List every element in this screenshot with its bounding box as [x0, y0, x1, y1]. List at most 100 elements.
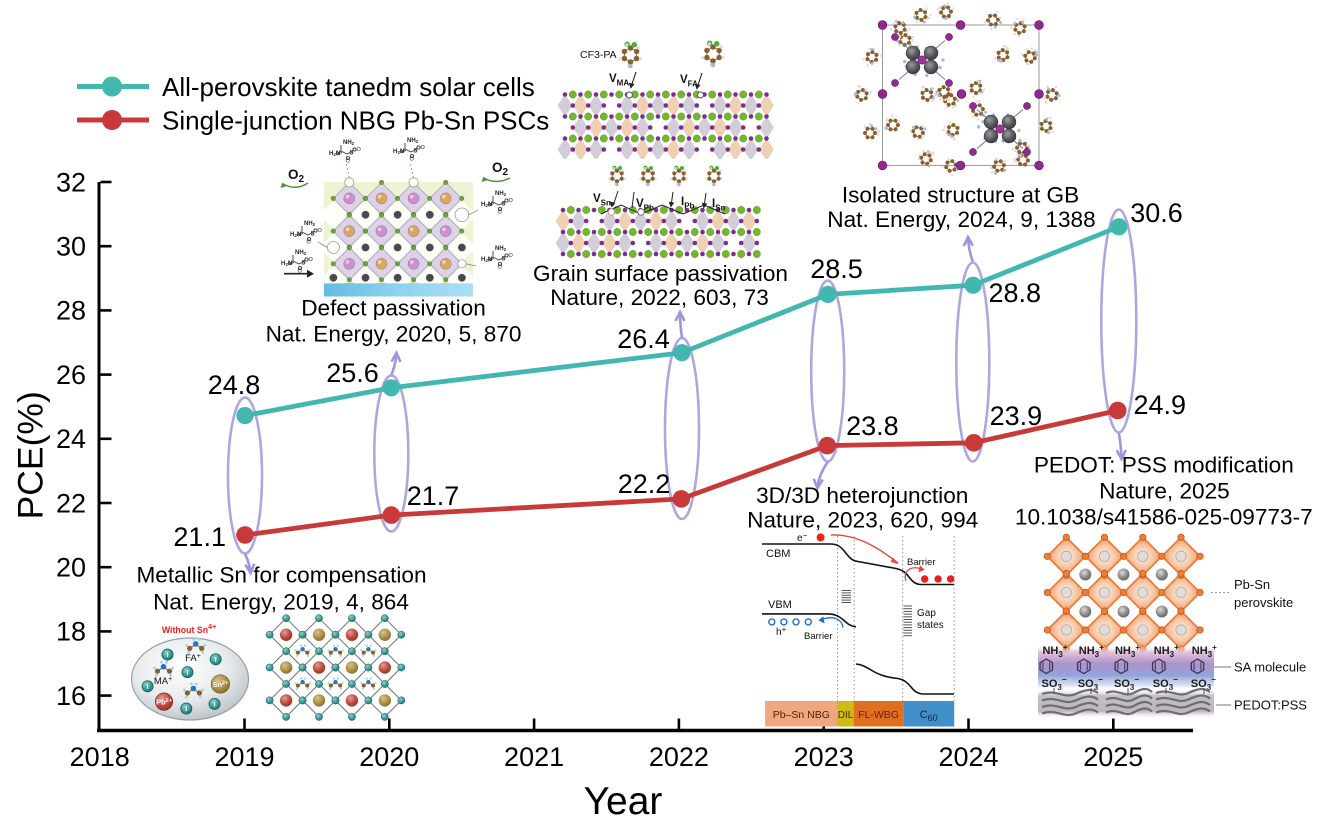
- svg-text:C60: C60: [920, 709, 938, 723]
- svg-text:Nat. Energy, 2020, 5, 870: Nat. Energy, 2020, 5, 870: [266, 321, 522, 346]
- svg-text:Nature, 2025: Nature, 2025: [1099, 479, 1230, 504]
- svg-text:24.9: 24.9: [1134, 390, 1187, 420]
- svg-text:PEDOT:PSS: PEDOT:PSS: [1234, 698, 1307, 713]
- svg-text:2025: 2025: [1083, 742, 1143, 772]
- svg-text:VBM: VBM: [768, 599, 792, 611]
- svg-text:Nature, 2022, 603, 73: Nature, 2022, 603, 73: [550, 285, 769, 310]
- svg-text:H2N: H2N: [290, 232, 301, 238]
- svg-text:h+: h+: [776, 625, 787, 638]
- svg-text:O: O: [509, 198, 514, 204]
- svg-text:23.8: 23.8: [846, 411, 899, 441]
- svg-text:I: I: [166, 650, 168, 659]
- svg-text:FA+: FA+: [185, 653, 201, 664]
- svg-text:O: O: [309, 257, 314, 263]
- svg-text:30.6: 30.6: [1130, 198, 1183, 228]
- svg-text:NH2: NH2: [407, 138, 419, 144]
- svg-text:2020: 2020: [359, 742, 419, 772]
- svg-text:Nature, 2023, 620, 994: Nature, 2023, 620, 994: [747, 508, 978, 533]
- svg-text:O: O: [421, 145, 426, 151]
- svg-text:VFA: VFA: [680, 74, 698, 89]
- svg-text:O: O: [307, 240, 312, 246]
- svg-text:S: S: [502, 257, 506, 263]
- svg-text:Year: Year: [584, 780, 663, 820]
- svg-text:O: O: [498, 210, 503, 216]
- svg-text:16: 16: [56, 681, 86, 711]
- svg-text:Nat. Energy, 2019, 4, 864: Nat. Energy, 2019, 4, 864: [153, 590, 409, 615]
- svg-text:O: O: [298, 269, 303, 275]
- svg-text:H2N: H2N: [393, 149, 404, 155]
- svg-text:2021: 2021: [504, 742, 564, 772]
- svg-text:Isolated structure at GB: Isolated structure at GB: [842, 182, 1079, 207]
- svg-text:Pb-Sn: Pb-Sn: [1234, 577, 1270, 592]
- svg-text:NH2: NH2: [304, 221, 316, 227]
- svg-text:FL-WBG: FL-WBG: [858, 709, 899, 721]
- svg-text:22: 22: [56, 488, 86, 518]
- svg-text:O: O: [498, 265, 503, 271]
- svg-text:Barrier: Barrier: [804, 631, 833, 642]
- svg-text:21.1: 21.1: [173, 522, 226, 552]
- svg-text:Defect passivation: Defect passivation: [301, 296, 486, 321]
- svg-text:states: states: [917, 620, 944, 631]
- svg-text:O: O: [410, 157, 415, 163]
- svg-text:Without Sn4+: Without Sn4+: [162, 624, 216, 635]
- svg-text:perovskite: perovskite: [1234, 595, 1293, 610]
- svg-text:Metallic Sn for compensation: Metallic Sn for compensation: [136, 563, 426, 588]
- svg-text:2019: 2019: [214, 742, 274, 772]
- svg-text:I: I: [215, 655, 217, 664]
- svg-text:24: 24: [56, 424, 86, 454]
- svg-text:30: 30: [56, 232, 86, 262]
- svg-text:H2N: H2N: [481, 257, 492, 263]
- svg-text:DIL: DIL: [838, 710, 854, 721]
- svg-text:O: O: [318, 228, 323, 234]
- svg-text:26: 26: [56, 360, 86, 390]
- svg-text:O: O: [357, 147, 362, 153]
- svg-text:Single-junction NBG Pb-Sn PSCs: Single-junction NBG Pb-Sn PSCs: [162, 106, 549, 136]
- svg-text:PCE(%): PCE(%): [11, 391, 51, 519]
- svg-text:3D/3D heterojunction: 3D/3D heterojunction: [756, 483, 968, 508]
- svg-text:All-perovskite tanedm solar ce: All-perovskite tanedm solar cells: [162, 72, 535, 102]
- svg-text:2023: 2023: [794, 742, 854, 772]
- svg-text:IPb: IPb: [681, 196, 695, 211]
- svg-text:28: 28: [56, 296, 86, 326]
- svg-text:NH2: NH2: [495, 191, 507, 197]
- svg-text:2018: 2018: [70, 742, 130, 772]
- svg-text:24.8: 24.8: [208, 370, 261, 400]
- svg-text:Sn2+: Sn2+: [212, 680, 228, 689]
- svg-text:I: I: [185, 704, 187, 713]
- svg-text:S: S: [414, 149, 418, 155]
- svg-text:32: 32: [56, 167, 86, 197]
- svg-text:S: S: [350, 151, 354, 157]
- svg-text:Nat. Energy, 2024, 9, 1388: Nat. Energy, 2024, 9, 1388: [827, 207, 1095, 232]
- svg-text:I: I: [147, 682, 149, 691]
- svg-text:CBM: CBM: [766, 548, 790, 560]
- svg-text:CF3-PA: CF3-PA: [580, 49, 617, 61]
- svg-text:S: S: [302, 261, 306, 267]
- svg-text:Pb–Sn NBG: Pb–Sn NBG: [773, 709, 830, 721]
- svg-text:O2: O2: [492, 160, 509, 178]
- svg-text:20: 20: [56, 553, 86, 583]
- svg-text:21.7: 21.7: [407, 481, 460, 511]
- svg-text:Pb2+: Pb2+: [156, 698, 172, 707]
- svg-text:S: S: [311, 232, 315, 238]
- svg-text:Barrier: Barrier: [907, 557, 936, 568]
- svg-text:Grain surface passivation: Grain surface passivation: [533, 261, 788, 286]
- svg-text:2024: 2024: [938, 742, 998, 772]
- svg-text:O: O: [509, 253, 514, 259]
- svg-text:S: S: [502, 202, 506, 208]
- svg-text:I: I: [213, 700, 215, 709]
- svg-text:VMA: VMA: [609, 73, 629, 88]
- svg-text:O: O: [346, 159, 351, 165]
- svg-text:H2N: H2N: [481, 202, 492, 208]
- svg-text:H2N: H2N: [329, 151, 340, 157]
- svg-text:Gap: Gap: [917, 608, 936, 619]
- svg-text:28.5: 28.5: [810, 254, 863, 284]
- svg-text:I: I: [186, 668, 188, 677]
- svg-text:H2N: H2N: [281, 261, 292, 267]
- svg-text:MA+: MA+: [154, 676, 172, 687]
- svg-text:NH2: NH2: [495, 246, 507, 252]
- svg-text:2022: 2022: [649, 742, 709, 772]
- svg-text:18: 18: [56, 617, 86, 647]
- svg-text:22.2: 22.2: [618, 469, 671, 499]
- svg-text:SA molecule: SA molecule: [1234, 660, 1306, 675]
- svg-text:25.6: 25.6: [326, 358, 379, 388]
